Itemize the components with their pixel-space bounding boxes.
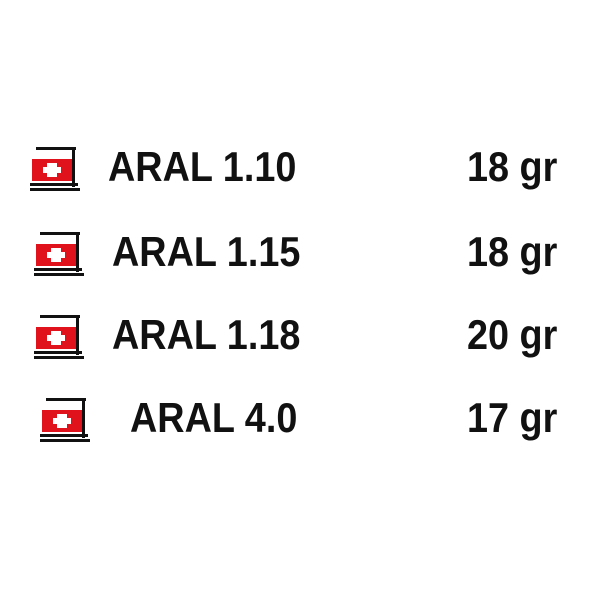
- list-item: ARAL 1.18 20 gr: [0, 305, 600, 365]
- item-weight: 18 gr: [467, 228, 558, 275]
- item-label: ARAL 4.0: [130, 394, 298, 441]
- item-weight: 17 gr: [467, 394, 558, 441]
- list-item: ARAL 1.10 18 gr: [0, 137, 600, 197]
- item-label: ARAL 1.15: [112, 228, 301, 275]
- item-weight: 18 gr: [467, 143, 558, 190]
- item-label: ARAL 1.10: [108, 143, 297, 190]
- item-weight: 20 gr: [467, 311, 558, 358]
- list-item: ARAL 4.0 17 gr: [0, 388, 600, 448]
- swiss-flag-box-icon: [34, 315, 84, 359]
- swiss-flag-box-icon: [40, 398, 90, 442]
- swiss-flag-box-icon: [30, 147, 80, 191]
- swiss-flag-box-icon: [34, 232, 84, 276]
- item-label: ARAL 1.18: [112, 311, 301, 358]
- list-item: ARAL 1.15 18 gr: [0, 222, 600, 282]
